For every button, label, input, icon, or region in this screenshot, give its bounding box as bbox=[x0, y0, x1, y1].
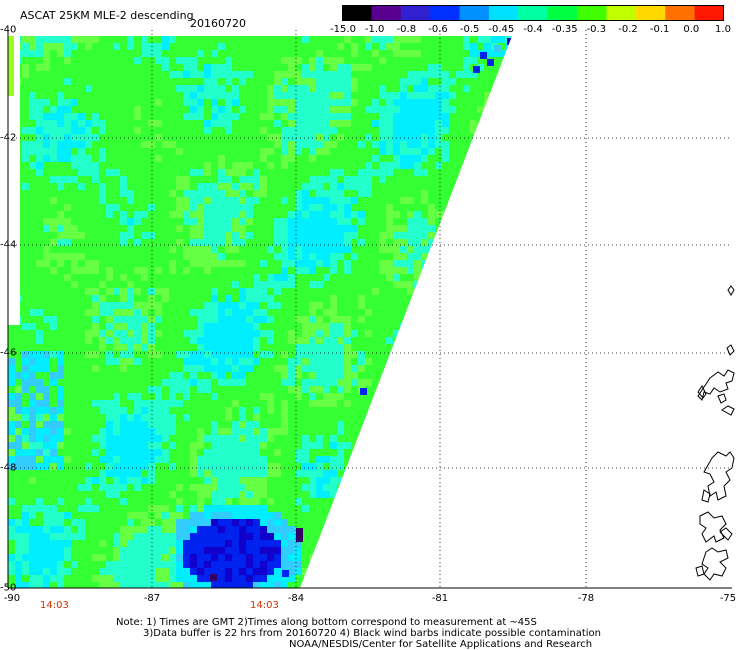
left-strip-cell bbox=[8, 36, 14, 96]
colorbar-tick-label: -15.0 bbox=[330, 24, 356, 35]
plot-frame bbox=[7, 30, 732, 589]
colorbar-tick-label: 1.0 bbox=[715, 24, 731, 35]
note-line-1: Note: 1) Times are GMT 2)Times along bot… bbox=[116, 617, 537, 628]
time-label-left: 14:03 bbox=[40, 600, 69, 611]
latitude-label: -46 bbox=[0, 347, 17, 359]
swath-data-layer bbox=[8, 36, 512, 588]
colorbar-swatch bbox=[665, 5, 696, 21]
colorbar-tick-label: -0.8 bbox=[396, 24, 417, 35]
colorbar-swatch bbox=[371, 5, 402, 21]
swath-anomaly-cell bbox=[282, 570, 289, 577]
colorbar-swatch bbox=[488, 5, 519, 21]
colorbar-swatch bbox=[459, 5, 490, 21]
swath-anomaly-cell bbox=[473, 66, 480, 73]
latitude-label: -40 bbox=[0, 24, 17, 36]
longitude-label: -75 bbox=[719, 593, 737, 604]
longitude-label: -90 bbox=[3, 593, 21, 604]
longitude-label: -81 bbox=[431, 593, 449, 604]
product-date: 20160720 bbox=[190, 17, 246, 30]
longitude-label: -78 bbox=[577, 593, 595, 604]
colorbar bbox=[342, 5, 724, 21]
longitude-label: -87 bbox=[143, 593, 161, 604]
lat-lon-grid bbox=[8, 30, 732, 588]
colorbar-swatch bbox=[635, 5, 666, 21]
colorbar-tick-label: -0.2 bbox=[618, 24, 638, 35]
swath-anomaly-cell bbox=[507, 38, 512, 45]
colorbar-tick-label: -0.35 bbox=[551, 24, 578, 35]
longitude-label: -84 bbox=[287, 593, 305, 604]
colorbar-swatch bbox=[400, 5, 431, 21]
colorbar-swatch bbox=[606, 5, 637, 21]
coastline bbox=[695, 285, 735, 581]
colorbar-tick-label: -0.5 bbox=[459, 24, 480, 35]
product-title: ASCAT 25KM MLE-2 descending bbox=[20, 9, 194, 22]
colorbar-tick-label: 0.0 bbox=[683, 24, 700, 35]
colorbar-tick-label: -0.45 bbox=[488, 24, 515, 35]
swath-anomaly-cell bbox=[296, 535, 303, 542]
swath-anomaly-cell bbox=[210, 574, 217, 581]
latitude-label: -44 bbox=[0, 239, 17, 251]
colorbar-swatch bbox=[547, 5, 578, 21]
latitude-label: -42 bbox=[0, 132, 17, 144]
colorbar-tick-label: -0.3 bbox=[586, 24, 607, 35]
colorbar-swatch bbox=[430, 5, 461, 21]
colorbar-tick-label: -1.0 bbox=[364, 24, 385, 35]
swath-anomaly-cell bbox=[480, 52, 487, 59]
colorbar-tick-label: -0.4 bbox=[523, 24, 543, 35]
swath-anomaly-cell bbox=[360, 388, 367, 395]
colorbar-frame bbox=[342, 5, 724, 21]
colorbar-tick-label: -0.6 bbox=[428, 24, 448, 35]
note-line-2: 3)Data buffer is 22 hrs from 20160720 4)… bbox=[143, 628, 601, 639]
latitude-label: -50 bbox=[0, 582, 17, 594]
colorbar-swatch bbox=[577, 5, 608, 21]
colorbar-tick-label: -0.1 bbox=[649, 24, 670, 35]
colorbar-swatch bbox=[518, 5, 549, 21]
note-line-3: NOAA/NESDIS/Center for Satellite Applica… bbox=[289, 639, 593, 650]
swath-anomaly-cell bbox=[296, 528, 303, 535]
colorbar-swatch bbox=[342, 5, 372, 21]
left-strip bbox=[8, 36, 14, 96]
time-label-right: 14:03 bbox=[250, 600, 279, 611]
latitude-label: -48 bbox=[0, 462, 17, 474]
swath-anomaly-cell bbox=[487, 59, 494, 66]
colorbar-swatch bbox=[694, 5, 724, 21]
swath-anomaly-cell bbox=[494, 45, 501, 52]
